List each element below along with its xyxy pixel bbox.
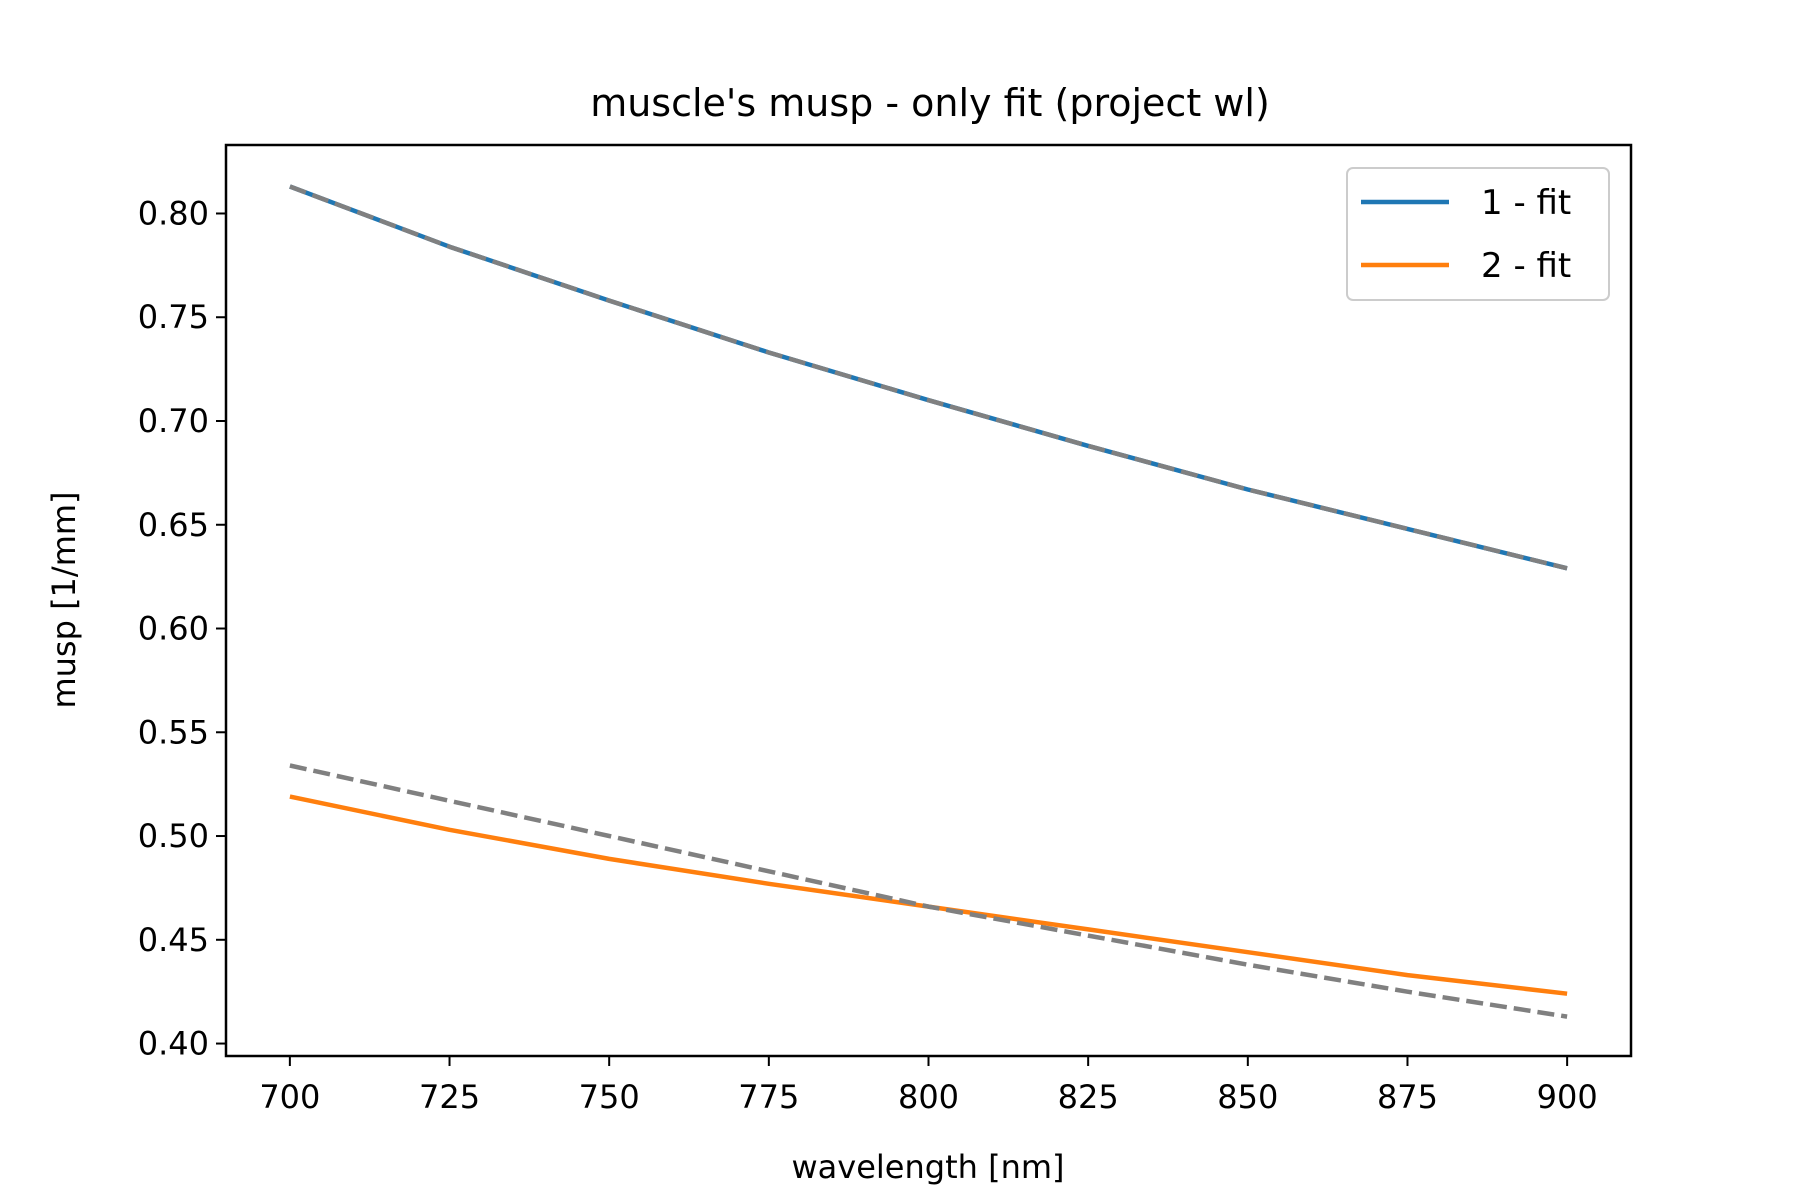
legend: 1 - fit 2 - fit — [1346, 167, 1610, 301]
y-tick-label: 0.40 — [138, 1025, 209, 1063]
y-tick-label: 0.60 — [138, 610, 209, 648]
x-tick-label: 825 — [1058, 1078, 1119, 1116]
y-tick-label: 0.65 — [138, 506, 209, 544]
x-tick-label: 775 — [738, 1078, 799, 1116]
x-axis-label: wavelength [nm] — [792, 1148, 1065, 1186]
y-tick-label: 0.80 — [138, 194, 209, 232]
x-tick-label: 850 — [1217, 1078, 1278, 1116]
x-tick-label: 875 — [1377, 1078, 1438, 1116]
y-axis: 0.40 0.45 0.50 0.55 0.60 0.65 0.70 0.75 0.80 — [138, 194, 226, 1063]
y-tick-label: 0.50 — [138, 817, 209, 855]
y-tick-label: 0.45 — [138, 921, 209, 959]
y-axis-label: musp [1/mm] — [45, 491, 83, 708]
x-axis: 700 725 750 775 800 825 850 875 900 — [259, 1056, 1598, 1116]
chart-title: muscle's musp - only fit (project wl) — [590, 81, 1270, 125]
x-tick-label: 750 — [579, 1078, 640, 1116]
legend-label: 1 - fit — [1481, 183, 1571, 223]
legend-label: 2 - fit — [1481, 246, 1571, 286]
x-tick-label: 800 — [898, 1078, 959, 1116]
plot-area — [289, 184, 1568, 1019]
x-tick-label: 900 — [1537, 1078, 1598, 1116]
y-tick-label: 0.70 — [138, 402, 209, 440]
x-tick-label: 700 — [259, 1078, 320, 1116]
y-tick-label: 0.75 — [138, 298, 209, 336]
series-line-2 — [289, 794, 1568, 996]
y-tick-label: 0.55 — [138, 713, 209, 751]
series-line-dashed-4 — [289, 763, 1568, 1019]
series-line-dashed-3 — [289, 184, 1568, 571]
x-tick-label: 725 — [419, 1078, 480, 1116]
